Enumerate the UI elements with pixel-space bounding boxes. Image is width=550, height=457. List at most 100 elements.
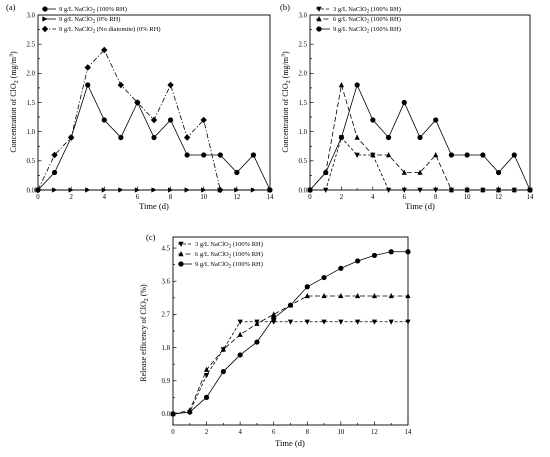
data-point	[271, 311, 277, 317]
data-point	[34, 186, 42, 194]
data-point	[101, 187, 107, 193]
data-point	[234, 187, 240, 193]
data-point	[203, 394, 210, 400]
data-point	[464, 187, 470, 193]
data-point	[184, 152, 190, 158]
y-tick-label: 1.0	[27, 129, 36, 136]
data-point	[338, 319, 344, 325]
x-tick-label: 14	[267, 194, 274, 201]
data-point	[527, 187, 533, 193]
data-point	[323, 169, 329, 176]
data-point	[85, 187, 91, 193]
data-point	[250, 152, 257, 158]
data-point	[271, 315, 277, 321]
data-point	[217, 186, 224, 194]
legend-entry: 9 g/L NaClO2 (100% RH)	[195, 261, 263, 270]
data-point	[433, 187, 439, 193]
data-point	[267, 187, 273, 193]
data-point	[338, 82, 345, 88]
data-point	[388, 319, 394, 325]
x-tick-label: 4	[371, 194, 375, 201]
plot-frame	[37, 14, 271, 191]
data-point	[183, 134, 191, 141]
legend-marker	[178, 261, 184, 267]
data-point	[321, 319, 327, 325]
data-point	[354, 82, 360, 88]
data-point	[151, 187, 157, 193]
data-point	[203, 373, 210, 379]
data-point	[304, 292, 310, 299]
data-point	[417, 187, 423, 193]
y-tick-label: 0.5	[299, 158, 308, 165]
x-axis-label: Time (d)	[405, 201, 435, 211]
x-tick-label: 6	[136, 194, 140, 201]
data-point	[354, 152, 360, 158]
data-point	[287, 302, 294, 308]
data-point	[321, 274, 327, 281]
data-point	[167, 117, 174, 123]
x-tick-label: 6	[403, 194, 407, 201]
x-axis-label: Time (d)	[275, 438, 305, 448]
legend-marker	[42, 16, 48, 22]
data-point	[371, 292, 378, 299]
x-tick-label: 8	[169, 194, 173, 201]
data-point	[371, 319, 378, 325]
data-point	[51, 151, 58, 159]
data-point	[51, 169, 58, 176]
data-point	[201, 152, 207, 158]
data-point	[480, 187, 486, 193]
y-axis-label: Concentration of ClO2 (mg/m3)	[9, 51, 20, 153]
series-line	[310, 136, 530, 191]
data-point	[117, 81, 125, 89]
data-point	[511, 187, 517, 193]
y-tick-label: 1.0	[299, 129, 308, 136]
x-tick-label: 12	[233, 194, 240, 201]
data-point	[338, 134, 345, 141]
series-line	[309, 84, 530, 191]
data-point	[417, 134, 423, 141]
data-point	[134, 187, 141, 193]
legend-entry: 6 g/L NaClO2 (100% RH)	[333, 16, 401, 25]
y-tick-label: 0.9	[162, 378, 171, 385]
x-tick-label: 10	[200, 194, 207, 201]
y-tick-label: 3.0	[27, 12, 36, 19]
data-point	[201, 187, 207, 193]
series-a-1	[35, 187, 273, 193]
legend-entry: 9 g/L NaClO2 (100% RH)	[59, 6, 127, 15]
data-point	[405, 292, 411, 299]
y-tick-label: 3.0	[299, 12, 308, 19]
panel-label: (c)	[146, 232, 156, 242]
series-a-2	[34, 46, 224, 194]
data-point	[287, 319, 294, 325]
x-tick-label: 0	[171, 429, 175, 436]
data-point	[433, 152, 439, 158]
x-tick-label: 2	[69, 194, 73, 201]
legend-marker	[178, 241, 184, 247]
data-point	[388, 292, 394, 299]
data-point	[167, 187, 174, 193]
legend-entry: 3 g/L NaClO2 (100% RH)	[333, 6, 401, 15]
y-tick-label: 4.5	[162, 245, 171, 252]
data-point	[68, 187, 74, 193]
y-tick-label: 1.5	[27, 100, 36, 107]
data-point	[355, 258, 361, 264]
data-point	[405, 319, 411, 325]
plot-frame	[309, 14, 531, 191]
data-point	[203, 366, 210, 372]
legend-entry: 6 g/L NaClO2 (100% RH)	[195, 251, 263, 260]
data-point	[51, 187, 58, 193]
data-point	[371, 252, 378, 259]
legend: 3 g/L NaClO2 (100% RH)6 g/L NaClO2 (100%…	[178, 241, 263, 270]
data-point	[167, 81, 174, 89]
y-tick-label: 3.6	[162, 279, 171, 286]
y-tick-label: 1.8	[162, 345, 171, 352]
data-point	[237, 352, 243, 358]
data-point	[101, 117, 107, 123]
data-point	[118, 187, 124, 193]
x-tick-label: 10	[337, 429, 344, 436]
panel-label: (a)	[6, 2, 16, 12]
y-tick-label: 2.7	[162, 312, 171, 319]
legend-entry: 9 g/L NaClO2 (100% RH)	[333, 26, 401, 35]
data-point	[184, 187, 190, 193]
data-point	[118, 134, 124, 141]
